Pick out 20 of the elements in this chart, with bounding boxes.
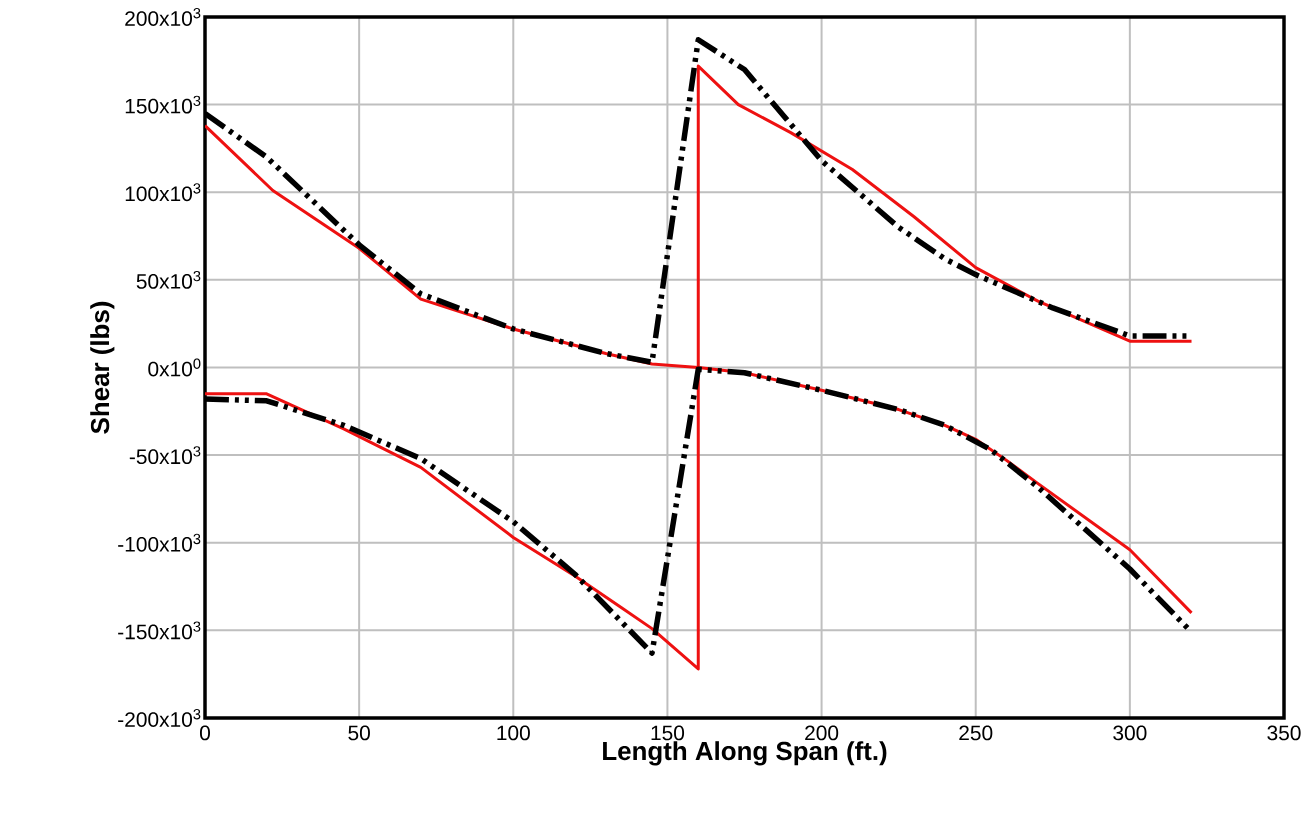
y-tick-label: 150x10$^{3}$ bbox=[125, 95, 201, 114]
y-tick-label: 100x10$^{3}$ bbox=[125, 183, 201, 202]
x-tick-label: 0 bbox=[200, 725, 210, 741]
y-tick-label: -100x10$^{3}$ bbox=[118, 533, 201, 552]
line-series bbox=[205, 64, 1194, 671]
x-tick-label: 150 bbox=[651, 725, 685, 741]
x-tick-label: 300 bbox=[1113, 725, 1147, 741]
x-tick-label: 350 bbox=[1267, 725, 1301, 741]
x-tick-label: 250 bbox=[959, 725, 993, 741]
x-tick-label: 50 bbox=[348, 725, 370, 741]
y-tick-label: -50x10$^{3}$ bbox=[129, 446, 201, 465]
y-tick-label: 0x10$^{0}$ bbox=[148, 358, 201, 377]
y-axis-title: Shear (lbs) bbox=[90, 301, 115, 434]
x-tick-label: 200 bbox=[805, 725, 839, 741]
x-axis-title: Length Along Span (ft.) bbox=[603, 741, 887, 766]
y-tick-label: 200x10$^{3}$ bbox=[125, 8, 201, 26]
y-tick-label: -200x10$^{3}$ bbox=[118, 709, 201, 727]
y-tick-label: -150x10$^{3}$ bbox=[118, 621, 201, 640]
y-tick-label: 50x10$^{3}$ bbox=[136, 270, 201, 289]
x-tick-label: 100 bbox=[497, 725, 530, 741]
